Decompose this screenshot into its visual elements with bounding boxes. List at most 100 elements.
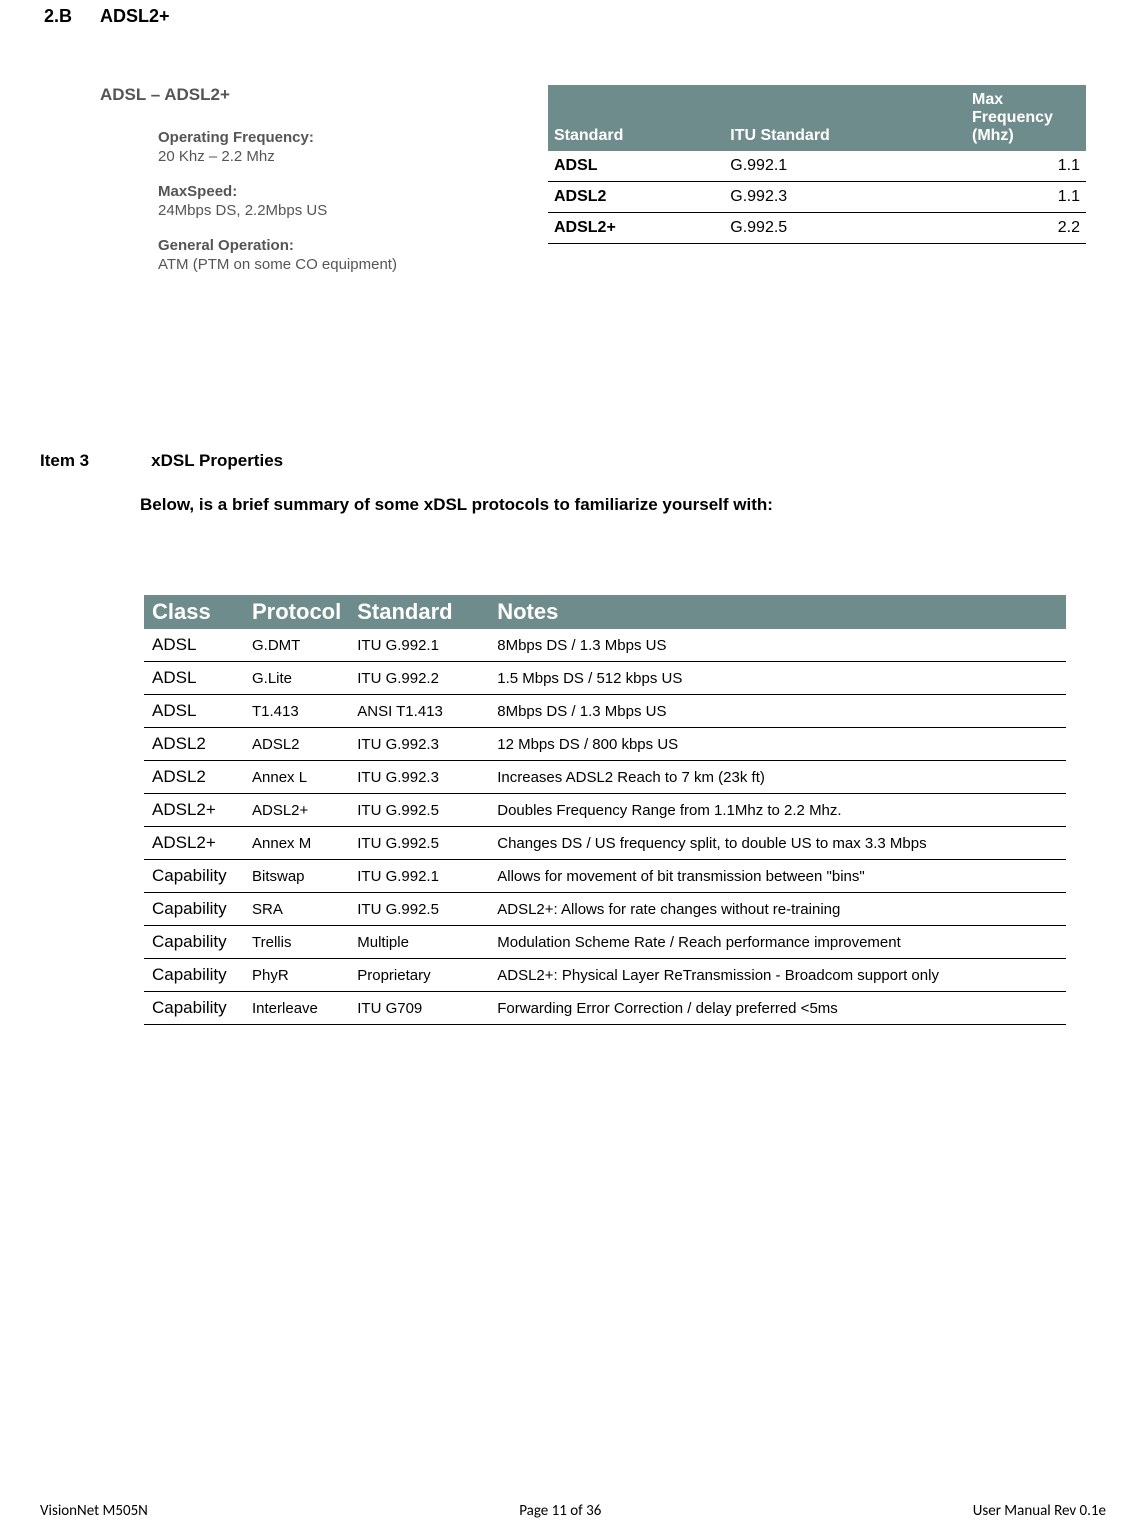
cell-itu: G.992.3 <box>724 182 966 213</box>
cell: Annex L <box>244 761 349 794</box>
table-row: ADSL2+Annex MITU G.992.5Changes DS / US … <box>144 827 1066 860</box>
cell: ADSL2+: Allows for rate changes without … <box>489 893 1066 926</box>
table-row: CapabilityInterleaveITU G709Forwarding E… <box>144 992 1066 1025</box>
cell: PhyR <box>244 959 349 992</box>
table-row: ADSL2ADSL2ITU G.992.312 Mbps DS / 800 kb… <box>144 728 1066 761</box>
cell: Doubles Frequency Range from 1.1Mhz to 2… <box>489 794 1066 827</box>
table-row: CapabilityPhyRProprietaryADSL2+: Physica… <box>144 959 1066 992</box>
cell: ITU G.992.3 <box>349 761 489 794</box>
cell: ADSL2 <box>144 728 244 761</box>
table-header-cell: Notes <box>489 595 1066 629</box>
table-header-cell: Standard <box>548 85 724 151</box>
cell-freq: 1.1 <box>966 151 1086 182</box>
table-row: CapabilityBitswapITU G.992.1Allows for m… <box>144 860 1066 893</box>
cell: Changes DS / US frequency split, to doub… <box>489 827 1066 860</box>
cell: 8Mbps DS / 1.3 Mbps US <box>489 695 1066 728</box>
cell: G.Lite <box>244 662 349 695</box>
cell: Proprietary <box>349 959 489 992</box>
cell: 12 Mbps DS / 800 kbps US <box>489 728 1066 761</box>
cell: ADSL2+ <box>144 827 244 860</box>
table-row: ADSLG.LiteITU G.992.21.5 Mbps DS / 512 k… <box>144 662 1066 695</box>
spec-value: ATM (PTM on some CO equipment) <box>158 256 520 273</box>
cell-standard: ADSL2+ <box>548 213 724 244</box>
cell: Forwarding Error Correction / delay pref… <box>489 992 1066 1025</box>
table-row: ADSLG.992.11.1 <box>548 151 1086 182</box>
item3-label: Item 3 <box>40 451 89 471</box>
item3-title: xDSL Properties <box>151 451 283 471</box>
cell: ITU G.992.5 <box>349 893 489 926</box>
cell: Capability <box>144 959 244 992</box>
cell-itu: G.992.1 <box>724 151 966 182</box>
section-number: 2.B <box>44 6 72 27</box>
footer-left: VisionNet M505N <box>40 1502 148 1520</box>
subsection-title: ADSL – ADSL2+ <box>100 85 520 105</box>
cell: ITU G709 <box>349 992 489 1025</box>
cell-standard: ADSL2 <box>548 182 724 213</box>
cell: Capability <box>144 860 244 893</box>
table-row: ADSL2+G.992.52.2 <box>548 213 1086 244</box>
cell-freq: 1.1 <box>966 182 1086 213</box>
cell: Capability <box>144 992 244 1025</box>
cell: Modulation Scheme Rate / Reach performan… <box>489 926 1066 959</box>
cell: Trellis <box>244 926 349 959</box>
table-row: ADSL2+ADSL2+ITU G.992.5Doubles Frequency… <box>144 794 1066 827</box>
cell: ITU G.992.5 <box>349 827 489 860</box>
xdsl-properties-table: ClassProtocolStandardNotes ADSLG.DMTITU … <box>144 595 1066 1025</box>
table-row: ADSLT1.413ANSI T1.413 8Mbps DS / 1.3 Mbp… <box>144 695 1066 728</box>
cell: ANSI T1.413 <box>349 695 489 728</box>
cell: ADSL <box>144 695 244 728</box>
cell: ITU G.992.1 <box>349 629 489 662</box>
spec-label: Operating Frequency: <box>158 129 520 146</box>
table-header-cell: Protocol <box>244 595 349 629</box>
cell: ADSL2+ <box>144 794 244 827</box>
cell: ITU G.992.5 <box>349 794 489 827</box>
cell: Increases ADSL2 Reach to 7 km (23k ft) <box>489 761 1066 794</box>
cell: T1.413 <box>244 695 349 728</box>
cell: 1.5 Mbps DS / 512 kbps US <box>489 662 1066 695</box>
page-footer: VisionNet M505N Page 11 of 36 User Manua… <box>0 1502 1146 1520</box>
table-row: CapabilityTrellisMultipleModulation Sche… <box>144 926 1066 959</box>
cell: ADSL <box>144 629 244 662</box>
cell: G.DMT <box>244 629 349 662</box>
section-title: ADSL2+ <box>100 6 170 27</box>
cell: Interleave <box>244 992 349 1025</box>
cell: ADSL <box>144 662 244 695</box>
footer-center: Page 11 of 36 <box>519 1502 601 1520</box>
table-header-cell: ITU Standard <box>724 85 966 151</box>
footer-right: User Manual Rev 0.1e <box>973 1502 1106 1520</box>
spec-block: Operating Frequency: 20 Khz – 2.2 Mhz <box>158 129 520 165</box>
section-heading: 2.B ADSL2+ <box>40 6 1106 27</box>
cell: ITU G.992.1 <box>349 860 489 893</box>
cell: Capability <box>144 926 244 959</box>
table-row: ADSL2Annex LITU G.992.3Increases ADSL2 R… <box>144 761 1066 794</box>
cell: ADSL2 <box>144 761 244 794</box>
cell-standard: ADSL <box>548 151 724 182</box>
cell-freq: 2.2 <box>966 213 1086 244</box>
cell: ADSL2 <box>244 728 349 761</box>
table-header-cell: Max Frequency (Mhz) <box>966 85 1086 151</box>
cell: Bitswap <box>244 860 349 893</box>
cell: 8Mbps DS / 1.3 Mbps US <box>489 629 1066 662</box>
cell: ITU G.992.2 <box>349 662 489 695</box>
spec-block: General Operation: ATM (PTM on some CO eq… <box>158 237 520 273</box>
cell: Annex M <box>244 827 349 860</box>
spec-value: 20 Khz – 2.2 Mhz <box>158 148 520 165</box>
table-header-cell: Standard <box>349 595 489 629</box>
table-row: ADSLG.DMTITU G.992.1 8Mbps DS / 1.3 Mbps… <box>144 629 1066 662</box>
cell: ITU G.992.3 <box>349 728 489 761</box>
cell: Allows for movement of bit transmission … <box>489 860 1066 893</box>
cell: ADSL2+ <box>244 794 349 827</box>
cell: Capability <box>144 893 244 926</box>
spec-value: 24Mbps DS, 2.2Mbps US <box>158 202 520 219</box>
spec-label: General Operation: <box>158 237 520 254</box>
spec-block: MaxSpeed:24Mbps DS, 2.2Mbps US <box>158 183 520 219</box>
cell: SRA <box>244 893 349 926</box>
standards-table: StandardITU StandardMax Frequency (Mhz) … <box>548 85 1086 244</box>
cell: ADSL2+: Physical Layer ReTransmission - … <box>489 959 1066 992</box>
cell-itu: G.992.5 <box>724 213 966 244</box>
table-row: CapabilitySRAITU G.992.5ADSL2+: Allows f… <box>144 893 1066 926</box>
cell: Multiple <box>349 926 489 959</box>
table-header-cell: Class <box>144 595 244 629</box>
item3-summary: Below, is a brief summary of some xDSL p… <box>40 495 1106 515</box>
table-row: ADSL2G.992.31.1 <box>548 182 1086 213</box>
